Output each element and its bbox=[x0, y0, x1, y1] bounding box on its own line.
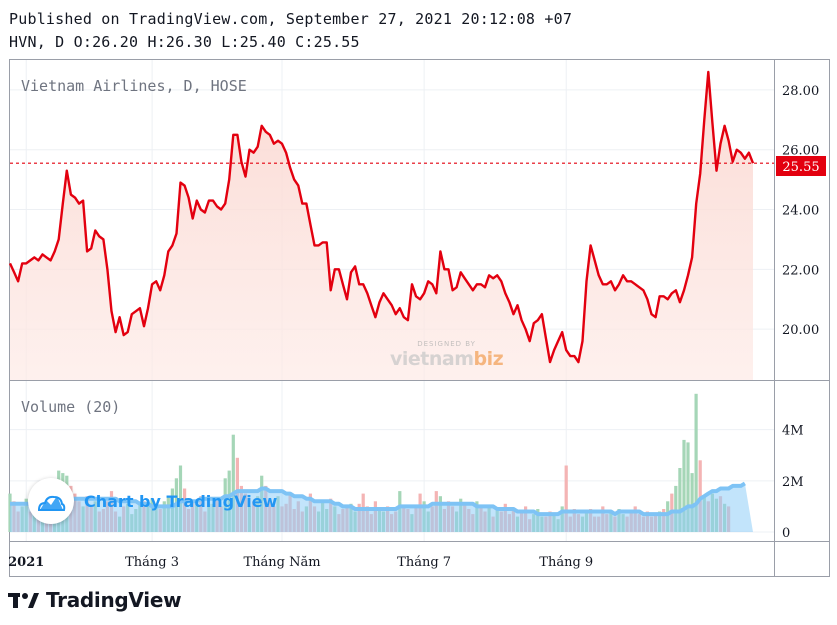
tradingview-watermark[interactable]: Chart by TradingView bbox=[28, 478, 277, 524]
volume-tick-label: 2M bbox=[782, 475, 804, 490]
tradingview-brand-text: TradingView bbox=[46, 588, 182, 612]
volume-bar bbox=[686, 442, 690, 532]
price-tick-label: 22.00 bbox=[782, 263, 819, 278]
volume-bar bbox=[178, 465, 183, 532]
vietnambiz-accent: biz bbox=[473, 348, 504, 370]
volume-ma-fill bbox=[10, 483, 753, 532]
last-price-label: 25.55 bbox=[782, 160, 819, 175]
price-tick-label: 24.00 bbox=[782, 204, 819, 219]
volume-bar bbox=[690, 473, 694, 532]
published-caption: Published on TradingView.com, September … bbox=[9, 10, 573, 28]
time-axis[interactable]: 2021 Tháng 3 Tháng Năm Tháng 7 Tháng 9 bbox=[8, 555, 593, 570]
chart-canvas[interactable]: 20.00 22.00 24.00 26.00 28.00 0 2M 4M 2021 Thán… bbox=[0, 0, 837, 590]
volume-legend: Volume (20) bbox=[21, 398, 120, 416]
vietnambiz-designed-by: DESIGNED BY bbox=[417, 340, 476, 348]
last-price-badge: 25.55 bbox=[776, 156, 826, 176]
price-area-fill bbox=[10, 72, 753, 380]
time-tick-label: Tháng 3 bbox=[125, 555, 179, 570]
volume-ma bbox=[10, 481, 753, 532]
time-tick-label: Tháng 9 bbox=[539, 555, 593, 570]
volume-bar bbox=[698, 460, 702, 532]
volume-bar bbox=[674, 485, 678, 532]
time-tick-label: Tháng Năm bbox=[243, 555, 320, 570]
price-series-line bbox=[8, 70, 755, 364]
tradingview-logo-icon bbox=[8, 593, 39, 608]
price-legend: Vietnam Airlines, D, HOSE bbox=[21, 77, 247, 95]
volume-ma-line bbox=[10, 481, 746, 517]
cloud-icon bbox=[28, 478, 74, 524]
price-tick-label: 26.00 bbox=[782, 144, 819, 159]
vietnambiz-main: vietnam bbox=[390, 348, 474, 370]
ohlc-readout: HVN, D O:26.20 H:26.30 L:25.40 C:25.55 bbox=[9, 33, 360, 51]
time-tick-label: 2021 bbox=[8, 555, 44, 570]
vietnambiz-watermark: DESIGNED BY vietnambiz bbox=[390, 340, 504, 370]
volume-bar bbox=[678, 468, 682, 532]
price-area bbox=[8, 70, 755, 380]
volume-tick-label: 4M bbox=[782, 424, 804, 439]
volume-tick-label: 0 bbox=[782, 526, 790, 541]
volume-bar bbox=[694, 393, 698, 532]
time-tick-label: Tháng 7 bbox=[397, 555, 451, 570]
tradingview-brand[interactable]: TradingView bbox=[8, 588, 182, 612]
volume-bar bbox=[231, 434, 235, 532]
price-tick-label: 28.00 bbox=[782, 84, 819, 99]
volume-axis[interactable]: 0 2M 4M bbox=[782, 424, 804, 541]
volume-bar bbox=[682, 439, 686, 532]
price-tick-label: 20.00 bbox=[782, 323, 819, 338]
volume-bar bbox=[564, 465, 568, 532]
vietnambiz-logo: vietnambiz bbox=[390, 348, 504, 370]
price-axis[interactable]: 20.00 22.00 24.00 26.00 28.00 bbox=[782, 84, 819, 338]
tradingview-watermark-text: Chart by TradingView bbox=[84, 491, 278, 511]
